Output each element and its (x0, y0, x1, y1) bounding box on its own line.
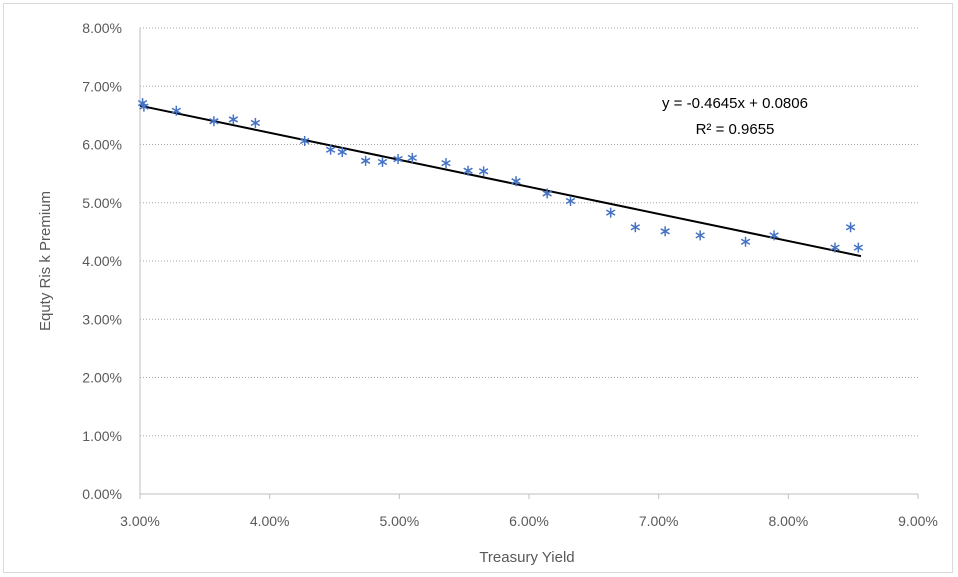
y-tick-labels: 0.00% 1.00% 2.00% 3.00% 4.00% 5.00% 6.00% 7.00%… (82, 20, 122, 502)
y-tick-label: 5.00% (82, 195, 122, 211)
data-point (250, 117, 261, 128)
trendline (139, 104, 862, 258)
x-tick-label: 5.00% (379, 513, 419, 529)
y-tick-label: 1.00% (82, 428, 122, 444)
data-point (740, 236, 751, 247)
data-point (337, 147, 348, 158)
gridlines (140, 27, 918, 437)
x-tick-label: 8.00% (768, 513, 808, 529)
y-tick-label: 7.00% (82, 78, 122, 94)
data-point (478, 166, 489, 177)
data-point (830, 242, 840, 253)
data-point (228, 114, 239, 125)
x-tick-label: 4.00% (250, 513, 290, 529)
data-point (299, 136, 310, 147)
data-point (360, 155, 371, 166)
trendline-r-squared: R² = 0.9655 (696, 121, 775, 138)
data-point (630, 222, 641, 233)
data-point (769, 230, 779, 241)
y-tick-label: 0.00% (82, 486, 122, 502)
data-point (171, 105, 182, 116)
x-tick-label: 7.00% (639, 513, 679, 529)
y-tick-label: 3.00% (82, 311, 122, 327)
data-point (511, 176, 521, 187)
data-point (209, 116, 219, 127)
data-point (441, 158, 451, 169)
data-points (137, 98, 864, 253)
data-point (393, 154, 403, 165)
data-point (325, 144, 336, 155)
data-point (139, 101, 149, 112)
data-point (845, 222, 856, 233)
x-tick-label: 3.00% (120, 513, 160, 529)
trendline-equation: y = -0.4645x + 0.0806 (662, 95, 808, 112)
data-point (660, 226, 670, 237)
y-tick-label: 2.00% (82, 370, 122, 386)
data-point (542, 188, 552, 199)
data-point (695, 230, 705, 241)
data-point (853, 242, 864, 253)
x-axis-title: Treasury Yield (479, 549, 574, 566)
y-tick-label: 8.00% (82, 20, 122, 36)
y-tick-label: 4.00% (82, 253, 122, 269)
data-point (605, 207, 616, 218)
data-point (377, 156, 388, 167)
y-tick-label: 6.00% (82, 137, 122, 153)
x-tick-label: 6.00% (509, 513, 549, 529)
x-tick-labels: 3.00% 4.00% 5.00% 6.00% 7.00% 8.00% 9.00% (120, 494, 938, 529)
data-point (463, 165, 473, 176)
x-tick-label: 9.00% (898, 513, 938, 529)
data-point (565, 196, 576, 207)
y-axis-title: Equty Ris k Premium (37, 191, 54, 331)
data-point (407, 152, 418, 163)
chart-area (3, 3, 953, 573)
